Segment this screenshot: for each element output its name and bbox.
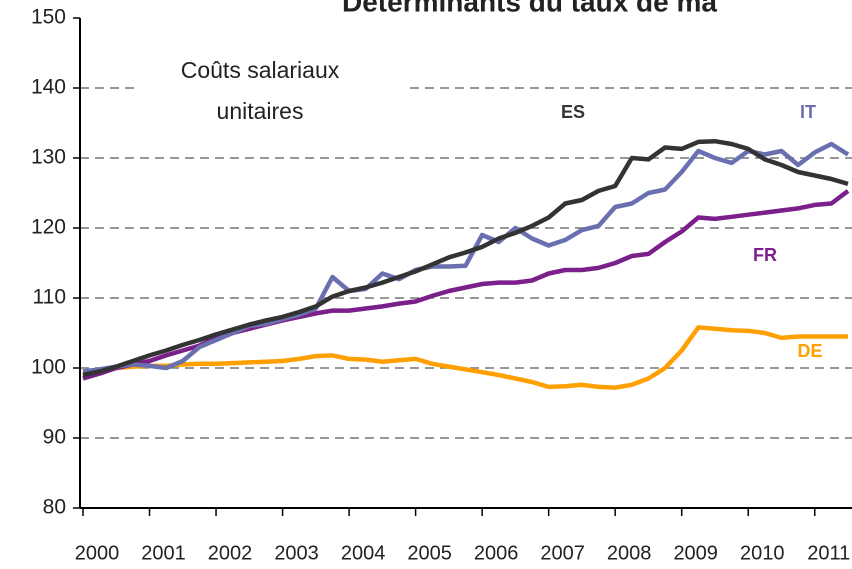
series-line (82, 138, 849, 378)
series-label: IT (800, 102, 816, 122)
x-tick-label: 2008 (607, 542, 652, 564)
x-tick-label: 2005 (407, 542, 452, 564)
x-tick-label: 2009 (673, 542, 718, 564)
x-tick-label: 2006 (474, 542, 519, 564)
y-tick-label: 120 (31, 216, 66, 239)
x-tick-label: 2011 (807, 542, 850, 564)
y-tick-label: 150 (31, 6, 66, 29)
y-tick-label: 100 (31, 356, 66, 379)
x-tick-label: 2001 (141, 542, 186, 564)
y-tick-label: 140 (31, 76, 66, 99)
x-tick-label: 2004 (341, 542, 386, 564)
x-tick-label: 2000 (75, 542, 120, 564)
x-tick-label: 2007 (540, 542, 585, 564)
series-line (82, 141, 850, 374)
y-tick-label: 130 (31, 146, 66, 169)
annotation: Coûts salariaux (181, 57, 340, 83)
y-tick-label: 80 (43, 496, 66, 519)
annotation-bg (140, 44, 410, 134)
y-tick-label: 90 (43, 426, 66, 449)
x-tick-label: 2010 (740, 542, 785, 564)
series-label: ES (561, 102, 585, 122)
series-label: DE (797, 341, 822, 361)
y-tick-label: 110 (33, 286, 66, 309)
series-label: FR (753, 245, 777, 265)
x-tick-label: 2003 (274, 542, 319, 564)
annotation: unitaires (217, 98, 304, 124)
x-tick-label: 2002 (208, 542, 253, 564)
series-line (82, 325, 849, 390)
chart-title: Déterminants du taux de ma (342, 0, 717, 17)
